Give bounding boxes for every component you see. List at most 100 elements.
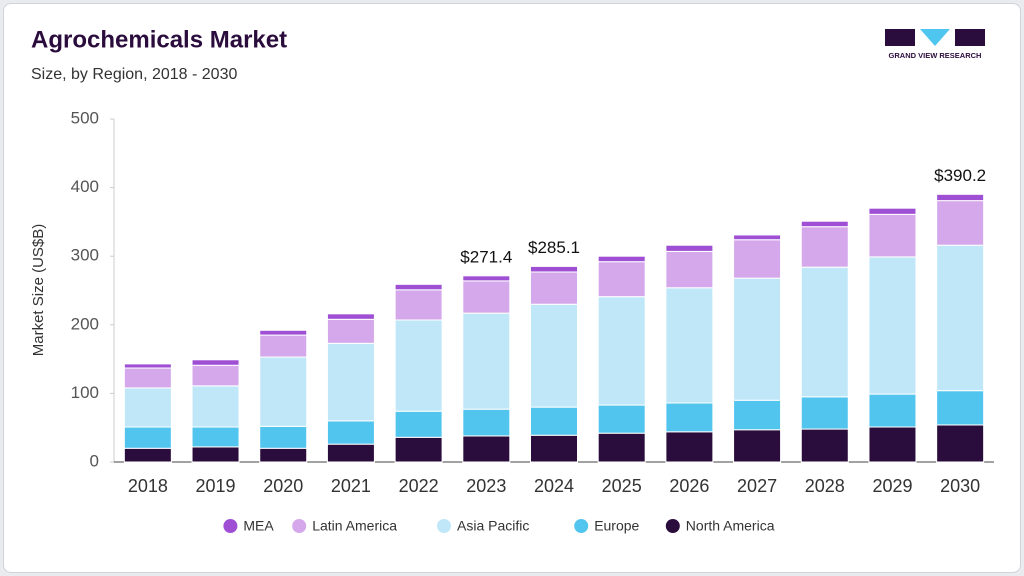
- bar-segment: [800, 220, 849, 228]
- bar-segment: [462, 312, 511, 410]
- bar-segment: [259, 447, 308, 463]
- x-tick-label: 2022: [399, 476, 439, 496]
- bar-segment: [530, 303, 578, 408]
- bar-segment: [394, 283, 443, 291]
- bar-segment: [868, 207, 917, 215]
- bar-segment: [462, 435, 511, 463]
- legend-marker: [574, 519, 589, 533]
- bar-segment: [530, 406, 578, 436]
- y-tick-label: 300: [71, 246, 99, 265]
- bar-segment: [936, 200, 985, 246]
- x-tick-label: 2027: [737, 476, 777, 496]
- bar-segment: [868, 256, 917, 395]
- bar-segment: [326, 443, 375, 463]
- bar-segment: [259, 425, 308, 449]
- legend-label: Latin America: [312, 518, 397, 534]
- bar-segment: [259, 329, 308, 336]
- chart-title: Agrochemicals Market: [31, 26, 287, 53]
- x-tick-label: 2030: [940, 476, 980, 496]
- x-tick-label: 2020: [263, 476, 303, 496]
- bar-segment: [191, 364, 240, 387]
- bar-segment: [530, 271, 578, 305]
- y-tick-label: 200: [71, 314, 99, 333]
- x-tick-label: 2029: [872, 476, 912, 496]
- bar-segment: [394, 319, 443, 412]
- bar-segment: [733, 429, 782, 463]
- logo-text: GRAND VIEW RESEARCH: [889, 51, 982, 60]
- bar-segment: [597, 296, 646, 406]
- bar-segment: [936, 424, 985, 463]
- bar-segment: [259, 334, 308, 358]
- bar-segment: [530, 265, 578, 273]
- bar-segment: [868, 426, 917, 463]
- x-tick-label: 2025: [602, 476, 642, 496]
- bar-segment: [665, 250, 714, 289]
- bar-segment: [326, 420, 375, 445]
- y-axis-label: Market Size (US$B): [30, 224, 47, 357]
- legend-label: North America: [686, 518, 775, 534]
- bar-segment: [936, 193, 985, 202]
- logo-block: [885, 29, 915, 46]
- bar-segment: [326, 318, 375, 344]
- bar-segment: [123, 387, 172, 428]
- bar-segment: [530, 434, 578, 463]
- bar-segment: [191, 359, 240, 366]
- bar-segment: [597, 255, 646, 263]
- bar-segment: [191, 446, 240, 463]
- legend-marker: [437, 519, 451, 533]
- bar-segment: [462, 408, 511, 437]
- x-tick-label: 2024: [534, 476, 574, 496]
- total-label: $285.1: [528, 238, 580, 257]
- bar-segment: [597, 261, 646, 298]
- total-label: $271.4: [460, 247, 512, 266]
- bar-segment: [800, 226, 849, 268]
- bar-segment: [936, 244, 985, 392]
- bar-segment: [800, 428, 849, 463]
- bar-segment: [462, 280, 511, 314]
- x-tick-label: 2028: [805, 476, 845, 496]
- bar-segment: [326, 342, 375, 422]
- x-tick-label: 2023: [466, 476, 506, 496]
- bar-segment: [123, 426, 172, 449]
- y-tick-label: 500: [71, 108, 99, 127]
- legend-marker: [223, 519, 238, 533]
- bar-segment: [733, 239, 782, 279]
- bar-segment: [800, 266, 849, 398]
- bar-segment: [733, 399, 782, 431]
- bar-segment: [123, 363, 172, 369]
- total-label: $390.2: [934, 166, 986, 185]
- bar-segment: [868, 213, 917, 258]
- bar-segment: [936, 390, 985, 426]
- bar-segment: [597, 404, 646, 434]
- bar-segment: [394, 289, 443, 321]
- y-tick-label: 100: [71, 383, 99, 402]
- legend-label: Europe: [594, 518, 639, 534]
- legend-marker: [665, 519, 680, 533]
- bar-segment: [665, 402, 714, 433]
- bar-segment: [868, 393, 917, 428]
- y-tick-label: 0: [90, 451, 99, 470]
- bar-segment: [191, 426, 240, 448]
- bar-segment: [665, 431, 714, 463]
- logo-block: [920, 29, 950, 46]
- bar-segment: [733, 277, 782, 401]
- bar-segment: [665, 244, 714, 252]
- bar-segment: [800, 396, 849, 430]
- bar-segment: [259, 356, 308, 427]
- card: Agrochemicals Market Size, by Region, 20…: [3, 3, 1021, 573]
- bar-segment: [733, 234, 782, 241]
- y-tick-label: 400: [71, 177, 99, 196]
- legend-label: MEA: [243, 518, 274, 534]
- bar-segment: [665, 287, 714, 404]
- bar-segment: [123, 367, 172, 389]
- x-tick-label: 2026: [669, 476, 709, 496]
- bar-segment: [191, 385, 240, 428]
- x-tick-label: 2021: [331, 476, 371, 496]
- logo-block: [955, 29, 985, 46]
- bar-segment: [326, 313, 375, 320]
- chart-subtitle: Size, by Region, 2018 - 2030: [31, 66, 237, 83]
- bar-segment: [597, 432, 646, 463]
- x-tick-label: 2018: [128, 476, 168, 496]
- chart: Agrochemicals Market Size, by Region, 20…: [30, 26, 994, 534]
